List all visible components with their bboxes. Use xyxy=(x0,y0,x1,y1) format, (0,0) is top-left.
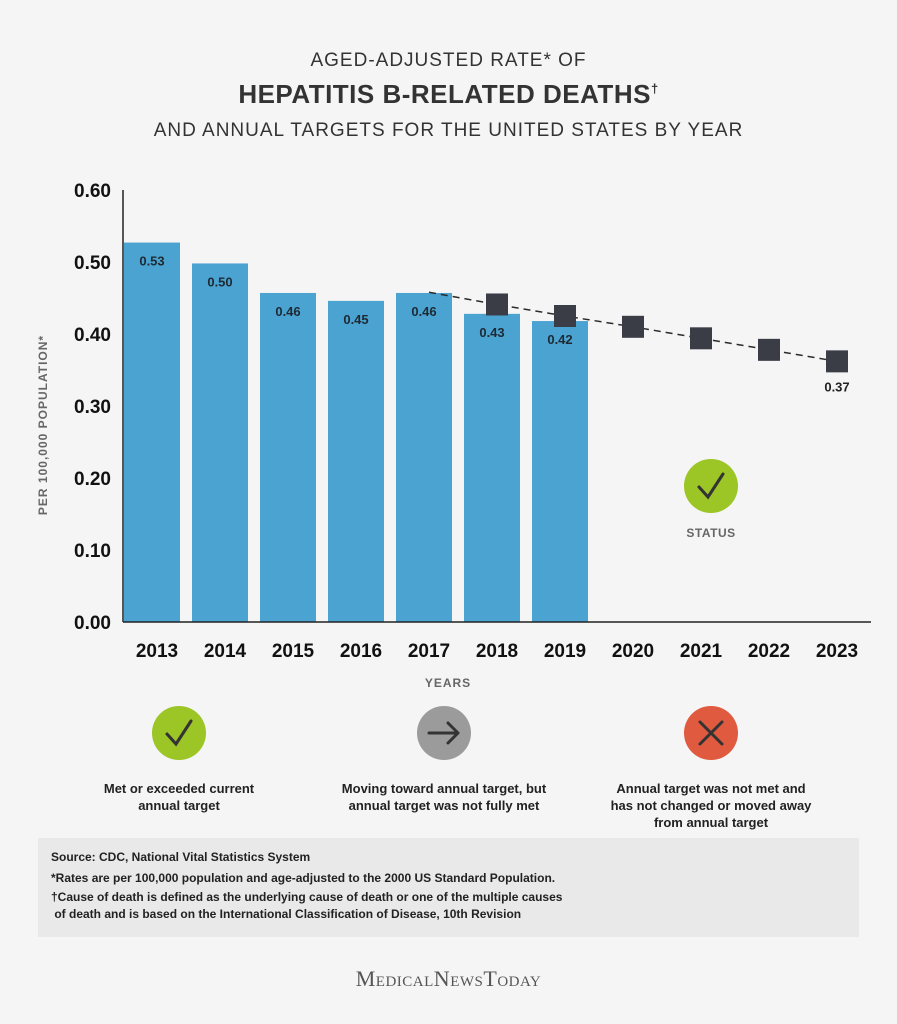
legend-text-moving: Moving toward annual target, but annual … xyxy=(314,780,574,814)
check-icon xyxy=(165,719,193,747)
status-circle xyxy=(684,459,738,513)
source-line: Source: CDC, National Vital Statistics S… xyxy=(51,850,311,864)
status-check-icon xyxy=(697,472,725,500)
y-tick-label: 0.10 xyxy=(74,541,111,562)
bar-2017 xyxy=(396,292,452,622)
bar-2016 xyxy=(328,300,384,622)
y-tick-label: 0.50 xyxy=(74,253,111,274)
x-tick-label: 2019 xyxy=(544,641,586,662)
bar-value-label: 0.45 xyxy=(343,312,368,327)
target-value-label: 0.37 xyxy=(824,379,849,394)
footnote-cause-2: of death and is based on the Internation… xyxy=(51,907,522,921)
dagger-mark: † xyxy=(650,81,659,96)
x-tick-label: 2017 xyxy=(408,641,450,662)
y-axis-title: PER 100,000 POPULATION* xyxy=(36,335,50,515)
legend-icon-not-met xyxy=(684,706,738,760)
chart-title-main: HEPATITIS B-RELATED DEATHS xyxy=(238,79,651,109)
x-tick-label: 2014 xyxy=(204,641,247,662)
target-marker-2018 xyxy=(486,293,508,316)
chart-title-line2: HEPATITIS B-RELATED DEATHS† xyxy=(0,79,897,110)
legend-item-met: Met or exceeded current annual target xyxy=(49,706,309,814)
x-tick-label: 2018 xyxy=(476,641,518,662)
x-tick-label: 2015 xyxy=(272,641,315,662)
legend-not-met-line1: Annual target was not met and xyxy=(616,781,806,796)
bar-2015 xyxy=(260,292,316,622)
bar-2013 xyxy=(124,242,180,622)
bar-value-label: 0.46 xyxy=(275,304,300,319)
brand-logo: MEDICALNEWSTODAY xyxy=(355,966,542,991)
target-marker-2023 xyxy=(826,350,848,373)
footnote-cause-1: †Cause of death is defined as the underl… xyxy=(51,890,563,904)
bar-value-label: 0.53 xyxy=(139,254,164,269)
x-tick-label: 2023 xyxy=(816,641,858,662)
x-tick-label: 2020 xyxy=(612,641,654,662)
bar-value-label: 0.50 xyxy=(207,274,232,289)
legend-item-not-met: Annual target was not met and has not ch… xyxy=(581,706,841,831)
y-tick-label: 0.20 xyxy=(74,469,111,490)
bar-value-label: 0.42 xyxy=(547,332,572,347)
legend-met-circle xyxy=(152,706,206,760)
legend-text-not-met: Annual target was not met and has not ch… xyxy=(581,780,841,831)
y-tick-label: 0.40 xyxy=(74,325,111,346)
x-axis-title: YEARS xyxy=(425,676,471,690)
bar-2014 xyxy=(192,263,248,622)
x-tick-label: 2021 xyxy=(680,641,723,662)
bar-2019 xyxy=(532,321,588,622)
target-marker-2021 xyxy=(690,327,712,350)
legend-met-line2: annual target xyxy=(138,798,220,813)
bar-value-label: 0.43 xyxy=(479,325,504,340)
target-marker-2022 xyxy=(758,338,780,361)
legend-not-met-line3: from annual target xyxy=(653,815,769,830)
status-label: STATUS xyxy=(686,526,735,540)
chart-title-line3: AND ANNUAL TARGETS FOR THE UNITED STATES… xyxy=(153,120,744,141)
legend-icon-met xyxy=(152,706,206,760)
y-tick-label: 0.60 xyxy=(74,181,111,202)
bar-value-label: 0.46 xyxy=(411,304,436,319)
legend-not-met-line2: has not changed or moved away xyxy=(610,798,812,813)
y-tick-label: 0.30 xyxy=(74,397,111,418)
legend-moving-line1: Moving toward annual target, but xyxy=(341,781,547,796)
source-box: Source: CDC, National Vital Statistics S… xyxy=(38,838,859,937)
legend-item-moving: Moving toward annual target, but annual … xyxy=(314,706,574,814)
chart-title-line1: AGED-ADJUSTED RATE* OF xyxy=(310,50,587,71)
legend-met-line1: Met or exceeded current xyxy=(103,781,255,796)
y-tick-label: 0.00 xyxy=(74,613,111,634)
legend-text-met: Met or exceeded current annual target xyxy=(49,780,309,814)
x-icon xyxy=(698,720,724,746)
x-tick-label: 2022 xyxy=(748,641,790,662)
legend-icon-moving xyxy=(417,706,471,760)
footnote-rates: *Rates are per 100,000 population and ag… xyxy=(51,871,556,885)
arrow-right-icon xyxy=(427,721,460,745)
legend-moving-line2: annual target was not fully met xyxy=(348,798,540,813)
x-tick-label: 2016 xyxy=(340,641,382,662)
bar-chart: 0.00 0.10 0.20 0.30 0.40 0.50 0.60 0.53 0.50 0.46… xyxy=(36,181,871,690)
bar-2018 xyxy=(464,313,520,622)
target-marker-2020 xyxy=(622,315,644,338)
x-tick-label: 2013 xyxy=(136,641,178,662)
target-marker-2019 xyxy=(554,305,576,327)
